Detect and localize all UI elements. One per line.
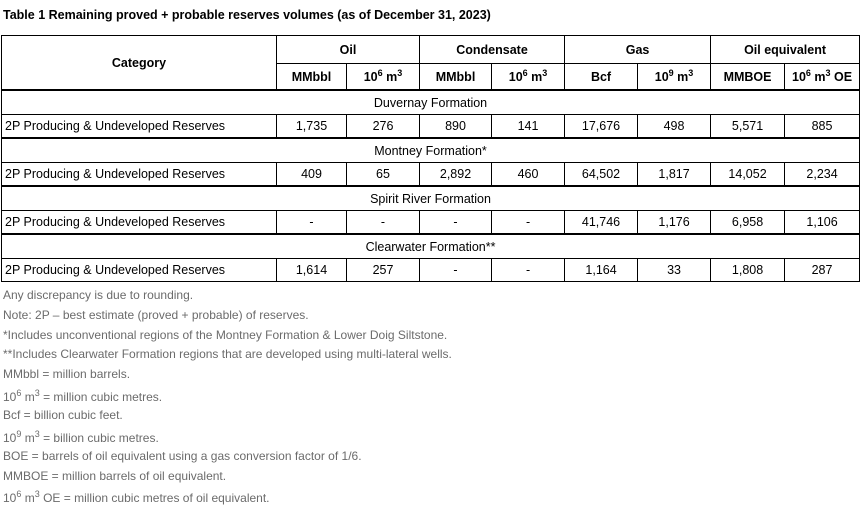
header-oil: Oil [275,35,421,64]
note-montney: *Includes unconventional regions of the … [3,327,448,342]
cell: 885 [784,114,860,139]
header-row-units: MMbbl 106 m3 MMbbl 106 m3 Bcf 109 m3 MMB… [2,63,860,91]
cell: 41,746 [564,210,639,235]
table-row: 2P Producing & Undeveloped Reserves 1,61… [1,258,860,282]
note-mmbbl: MMbbl = million barrels. [3,367,131,382]
cell: - [276,210,347,235]
table-title: Table 1 Remaining proved + probable rese… [3,8,491,22]
cell: 1,614 [276,258,347,282]
header-row-groups: Category Oil Condensate Gas Oil equivale… [1,35,860,91]
section-row: Montney Formation* [0,137,860,163]
row-label: 2P Producing & Undeveloped Reserves [1,114,277,139]
cell: 33 [637,258,712,282]
section-title: Spirit River Formation [0,185,860,211]
cell: 65 [345,162,421,187]
unit-oe-m3: 106 m3 OE [784,63,860,91]
note-2p: Note: 2P – best estimate (proved + proba… [3,307,309,322]
cell: 1,106 [784,210,860,235]
cell: 498 [637,114,712,139]
section-title: Montney Formation* [0,137,860,163]
row-label: 2P Producing & Undeveloped Reserves [1,258,277,282]
cell: 2,892 [419,162,493,187]
cell: 409 [276,162,347,187]
note-bcf: Bcf = billion cubic feet. [3,407,123,422]
header-category: Category [1,35,277,91]
cell: 276 [345,114,421,139]
unit-gas-bcf: Bcf [564,63,639,91]
unit-oil-mmbbl: MMbbl [276,63,347,91]
row-label: 2P Producing & Undeveloped Reserves [1,162,277,187]
row-label: 2P Producing & Undeveloped Reserves [1,210,277,235]
cell: 890 [419,114,493,139]
cell: 5,571 [710,114,786,139]
reserves-table: Category Oil Condensate Gas Oil equivale… [0,35,860,282]
note-oil-equivalent-cubic-metres: 106 m3 OE = million cubic metres of oil … [3,489,270,506]
cell: - [345,210,421,235]
cell: 1,808 [710,258,786,282]
header-condensate: Condensate [419,35,566,64]
cell: 1,817 [637,162,712,187]
cell: - [419,258,493,282]
unit-condensate-mmbbl: MMbbl [419,63,493,91]
section-row: Clearwater Formation** [0,233,860,259]
note-rounding: Any discrepancy is due to rounding. [3,288,194,302]
note-million-cubic-metres: 106 m3 = million cubic metres. [3,387,163,404]
cell: 6,958 [710,210,786,235]
note-boe: BOE = barrels of oil equivalent using a … [3,448,362,463]
cell: 2,234 [784,162,860,187]
cell: 287 [784,258,860,282]
table-row: 2P Producing & Undeveloped Reserves 409 … [1,162,860,187]
cell: 17,676 [564,114,639,139]
section-row: Spirit River Formation [0,185,860,211]
unit-gas-m3: 109 m3 [637,63,712,91]
cell: - [419,210,493,235]
cell: 141 [491,114,566,139]
cell: 14,052 [710,162,786,187]
footnotes: Any discrepancy is due to rounding. Note… [3,286,452,507]
header-oil-equivalent: Oil equivalent [710,35,860,64]
table-row: 2P Producing & Undeveloped Reserves 1,73… [1,114,860,139]
section-title: Clearwater Formation** [0,233,860,259]
unit-condensate-m3: 106 m3 [491,63,566,91]
cell: - [491,210,566,235]
cell: 257 [345,258,421,282]
cell: 460 [491,162,566,187]
header-gas: Gas [564,35,712,64]
cell: 64,502 [564,162,639,187]
cell: 1,164 [564,258,639,282]
section-title: Duvernay Formation [0,89,860,115]
note-clearwater: **Includes Clearwater Formation regions … [3,347,452,362]
table-row: 2P Producing & Undeveloped Reserves - - … [1,210,860,235]
note-mmboe: MMBOE = million barrels of oil equivalen… [3,468,227,483]
unit-oe-mmboe: MMBOE [710,63,786,91]
cell: 1,176 [637,210,712,235]
note-billion-cubic-metres: 109 m3 = billion cubic metres. [3,428,159,445]
section-row: Duvernay Formation [0,89,860,115]
unit-oil-m3: 106 m3 [345,63,421,91]
cell: 1,735 [276,114,347,139]
cell: - [491,258,566,282]
